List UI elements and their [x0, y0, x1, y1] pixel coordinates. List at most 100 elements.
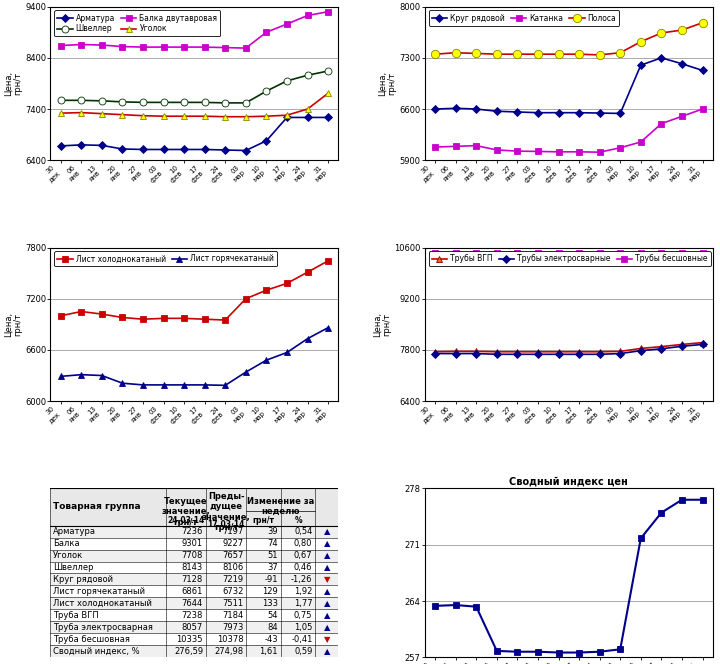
- Трубы электросварные: [636, 347, 645, 355]
- Балка двутавровая: [200, 43, 209, 51]
- Лист горячекатаный: [303, 335, 312, 343]
- Bar: [50, 586, 338, 598]
- Лист горячекатаный: [283, 349, 292, 357]
- Text: Труба электросварная: Труба электросварная: [53, 623, 153, 632]
- Text: 7511: 7511: [222, 599, 243, 608]
- Text: Труба бесшовная: Труба бесшовная: [53, 635, 130, 644]
- Legend: Лист холоднокатаный, Лист горячекатаный: Лист холоднокатаный, Лист горячекатаный: [54, 252, 277, 266]
- Швеллер: [303, 71, 312, 79]
- Балка двутавровая: [324, 8, 333, 16]
- Text: 7708: 7708: [181, 551, 203, 560]
- Лист горячекатаный: [97, 372, 106, 380]
- Полоса: [451, 48, 460, 56]
- Text: 274,98: 274,98: [215, 647, 243, 656]
- Text: Сводный индекс, %: Сводный индекс, %: [53, 647, 140, 656]
- Трубы бесшовные: [575, 249, 583, 257]
- Уголок: [303, 105, 312, 113]
- Text: ▲: ▲: [323, 539, 330, 548]
- Полоса: [492, 50, 501, 58]
- Круг рядовой: [636, 61, 645, 69]
- Трубы электросварные: [616, 349, 624, 357]
- Лист холоднокатаный: [77, 307, 86, 315]
- Трубы ВГП: [451, 347, 460, 355]
- Уголок: [241, 113, 250, 121]
- Полоса: [554, 50, 563, 58]
- Швеллер: [241, 99, 250, 107]
- Балка двутавровая: [77, 41, 86, 48]
- Трубы ВГП: [657, 343, 666, 351]
- Круг рядовой: [595, 109, 604, 117]
- Лист холоднокатаный: [97, 310, 106, 318]
- Text: 10378: 10378: [217, 635, 243, 644]
- Лист горячекатаный: [324, 323, 333, 331]
- Катанка: [431, 143, 439, 151]
- Line: Катанка: Катанка: [431, 106, 706, 155]
- Text: Арматура: Арматура: [53, 527, 96, 536]
- Лист холоднокатаный: [262, 286, 271, 294]
- Text: ▲: ▲: [323, 551, 330, 560]
- Круг рядовой: [472, 105, 480, 113]
- Text: 6861: 6861: [181, 587, 203, 596]
- Трубы ВГП: [492, 348, 501, 356]
- Bar: [50, 633, 338, 645]
- Швеллер: [180, 98, 189, 106]
- Круг рядовой: [431, 105, 439, 113]
- Трубы бесшовные: [616, 249, 624, 257]
- Круг рядовой: [492, 108, 501, 116]
- Line: Круг рядовой: Круг рядовой: [432, 55, 706, 116]
- Text: 129: 129: [262, 587, 278, 596]
- Лист холоднокатаный: [221, 316, 230, 324]
- Text: -43: -43: [264, 635, 278, 644]
- Text: 54: 54: [267, 611, 278, 620]
- Трубы ВГП: [575, 348, 583, 356]
- Text: ▼: ▼: [323, 635, 330, 644]
- Балка двутавровая: [159, 43, 168, 51]
- Text: ▲: ▲: [323, 563, 330, 572]
- Арматура: [200, 145, 209, 153]
- Арматура: [77, 141, 86, 149]
- Трубы ВГП: [513, 348, 522, 356]
- Text: -91: -91: [264, 575, 278, 584]
- Трубы бесшовные: [451, 249, 460, 257]
- Трубы бесшовные: [492, 249, 501, 257]
- Text: 0,67: 0,67: [294, 551, 312, 560]
- Text: 51: 51: [267, 551, 278, 560]
- Арматура: [118, 145, 127, 153]
- Text: Швеллер: Швеллер: [53, 563, 94, 572]
- Text: Текущее
значение,
грн/т: Текущее значение, грн/т: [161, 497, 210, 527]
- Text: 8106: 8106: [222, 563, 243, 572]
- Уголок: [262, 112, 271, 120]
- Text: 0,80: 0,80: [294, 539, 312, 548]
- Лист холоднокатаный: [241, 295, 250, 303]
- Лист холоднокатаный: [118, 313, 127, 321]
- Text: грн/т: грн/т: [253, 517, 274, 525]
- Балка двутавровая: [139, 43, 148, 51]
- Text: 10335: 10335: [176, 635, 203, 644]
- Text: 1,77: 1,77: [294, 599, 312, 608]
- Лист горячекатаный: [118, 379, 127, 387]
- Арматура: [324, 114, 333, 122]
- Арматура: [241, 147, 250, 155]
- Швеллер: [159, 98, 168, 106]
- Трубы ВГП: [431, 348, 439, 356]
- Круг рядовой: [554, 109, 563, 117]
- Трубы бесшовные: [636, 249, 645, 257]
- Катанка: [636, 138, 645, 146]
- Трубы бесшовные: [472, 249, 480, 257]
- Лист горячекатаный: [200, 381, 209, 389]
- Уголок: [159, 112, 168, 120]
- Text: 1,61: 1,61: [259, 647, 278, 656]
- Лист горячекатаный: [77, 371, 86, 378]
- Полоса: [575, 50, 583, 58]
- Трубы ВГП: [534, 348, 542, 356]
- Балка двутавровая: [118, 42, 127, 50]
- Text: Лист холоднокатаный: Лист холоднокатаный: [53, 599, 152, 608]
- Text: ▲: ▲: [323, 599, 330, 608]
- Text: 17.03.14: 17.03.14: [207, 520, 245, 529]
- Legend: Арматура, Швеллер, Балка двутавровая, Уголок: Арматура, Швеллер, Балка двутавровая, Уг…: [54, 11, 220, 37]
- Катанка: [595, 148, 604, 156]
- Швеллер: [200, 98, 209, 106]
- Line: Трубы бесшовные: Трубы бесшовные: [431, 250, 706, 256]
- Line: Трубы электросварные: Трубы электросварные: [432, 342, 706, 357]
- Line: Швеллер: Швеллер: [57, 68, 332, 106]
